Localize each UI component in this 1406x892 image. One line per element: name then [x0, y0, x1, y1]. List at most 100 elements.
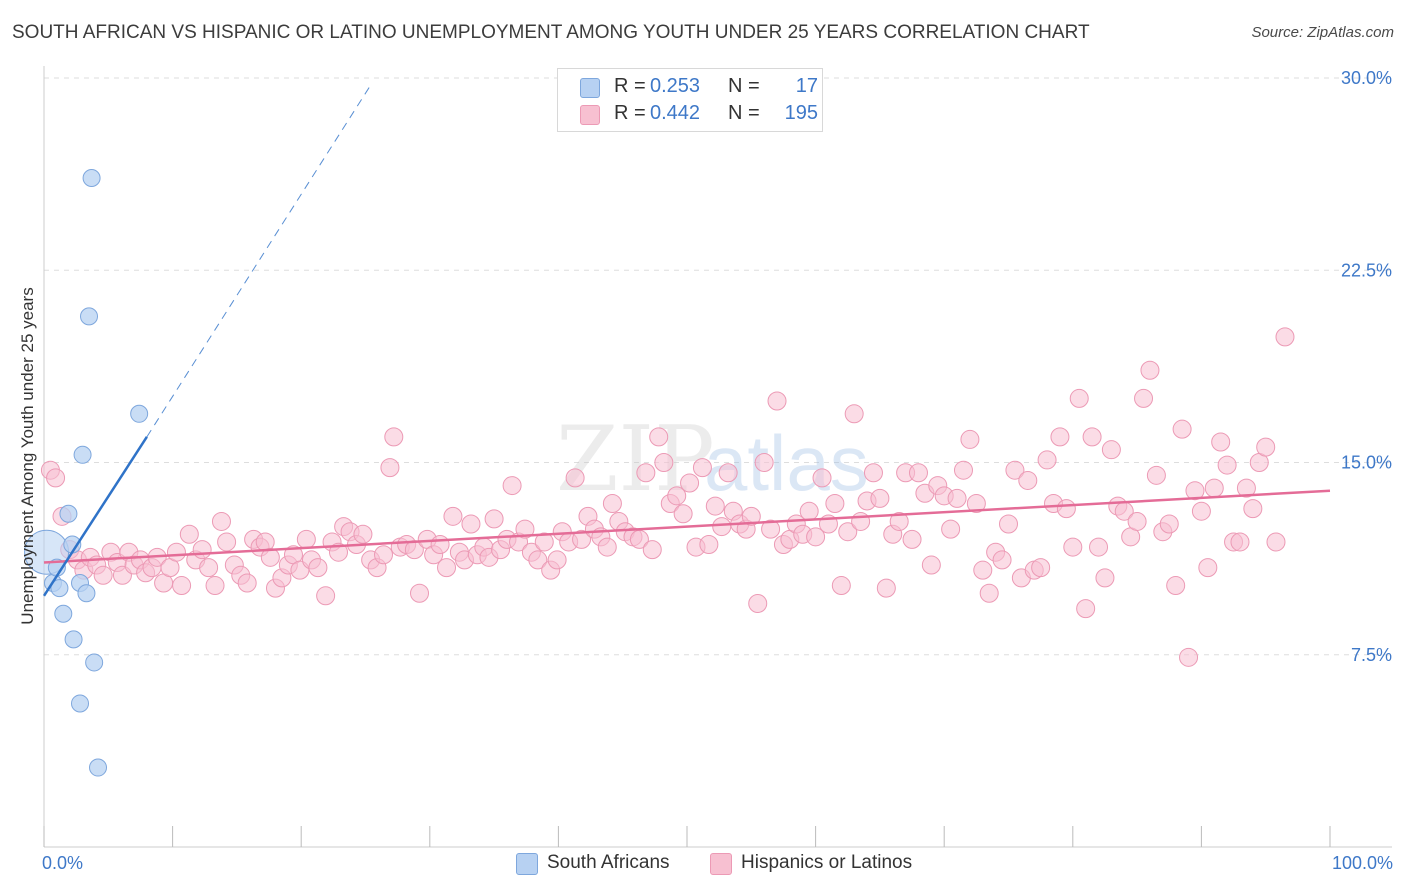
hispanic-point	[673, 504, 693, 524]
hispanic-point	[966, 494, 986, 514]
hispanic-point	[199, 558, 219, 578]
hispanic-point	[384, 427, 404, 447]
legend-swatch-pink	[580, 105, 600, 125]
bottom-legend-label: Hispanics or Latinos	[741, 852, 913, 873]
hispanic-point	[953, 460, 973, 480]
hispanic-point	[712, 517, 732, 537]
hispanic-point	[754, 453, 774, 472]
hispanic-point	[461, 514, 481, 534]
hispanic-point	[166, 542, 186, 562]
trend-lines	[42, 82, 1331, 597]
hispanic-point	[1191, 501, 1211, 521]
hispanic-point	[667, 486, 687, 506]
legend-n-value: 195	[784, 102, 818, 124]
source-credit: Source: ZipAtlas.com	[1251, 24, 1394, 41]
hispanic-point	[973, 560, 993, 580]
hispanic-point	[1266, 532, 1286, 552]
hispanic-point	[908, 463, 928, 483]
hispanic-point	[1275, 327, 1295, 347]
legend-r-label: R =	[614, 102, 646, 124]
hispanic-point	[534, 532, 554, 552]
hispanic-point	[179, 524, 199, 544]
hispanic-point	[960, 429, 980, 449]
hispanic-point	[767, 391, 787, 411]
hispanic-point	[374, 545, 394, 565]
hispanic-point	[699, 535, 719, 555]
hispanic-point	[437, 558, 457, 578]
hispanic-point	[876, 578, 896, 598]
y-tick-label: 7.5%	[1351, 645, 1392, 665]
hispanic-point	[1076, 599, 1096, 619]
x-tick-label: 100.0%	[1332, 853, 1393, 873]
hispanic-point	[1069, 388, 1089, 408]
hispanic-point	[1134, 388, 1154, 408]
hispanic-point	[1127, 511, 1147, 531]
hispanic-point	[1063, 537, 1083, 557]
hispanic-point	[947, 488, 967, 508]
south-african-point	[73, 445, 92, 464]
hispanic-point	[296, 529, 316, 549]
hispanic-point	[316, 586, 336, 606]
south-african-point	[50, 579, 69, 598]
chart-title: SOUTH AFRICAN VS HISPANIC OR LATINO UNEM…	[12, 22, 1090, 43]
south-african-trend-line	[42, 436, 148, 597]
hispanic-point	[1005, 460, 1025, 480]
hispanic-point	[692, 458, 712, 478]
hispanic-point	[237, 573, 257, 593]
x-tick-label: 0.0%	[42, 853, 83, 873]
hispanic-point	[515, 519, 535, 539]
hispanic-point	[680, 473, 700, 493]
hispanic-point	[654, 453, 674, 472]
hispanic-point	[718, 463, 738, 483]
watermark: ZIP atlas	[556, 407, 869, 512]
hispanic-point	[1095, 568, 1115, 588]
watermark-zip: ZIP	[556, 407, 715, 512]
hispanic-point	[484, 509, 504, 529]
hispanic-point	[443, 506, 463, 526]
watermark-atlas: atlas	[704, 419, 869, 507]
y-tick-label: 22.5%	[1341, 260, 1392, 280]
hispanic-point	[260, 547, 280, 567]
hispanic-point	[748, 593, 768, 613]
hispanic-point	[1185, 481, 1205, 501]
correlation-legend: R = 0.253 N = 17 R = 0.442 N = 195	[557, 68, 823, 132]
hispanic-point	[649, 427, 669, 447]
hispanic-point	[1101, 440, 1121, 460]
hispanic-point	[328, 542, 348, 562]
y-axis-label: Unemployment Among Youth under 25 years	[18, 287, 37, 624]
hispanic-point	[902, 529, 922, 549]
hispanic-point	[761, 519, 781, 539]
hispanic-point	[838, 522, 858, 542]
south-african-point	[85, 653, 104, 672]
bottom-legend-label: South Africans	[547, 852, 670, 873]
hispanic-point	[1056, 499, 1076, 519]
hispanic-point	[863, 463, 883, 483]
hispanic-point	[1082, 427, 1102, 447]
hispanic-point	[1179, 647, 1199, 667]
hispanic-point	[979, 583, 999, 603]
hispanic-point	[547, 550, 567, 570]
hispanic-point	[741, 506, 761, 526]
hispanic-point	[308, 558, 328, 578]
hispanic-point	[705, 496, 725, 516]
hispanic-point	[172, 576, 192, 596]
hispanic-point	[812, 468, 832, 488]
hispanic-point	[992, 550, 1012, 570]
south-african-point	[71, 694, 90, 713]
hispanic-point	[1198, 558, 1218, 578]
hispanic-point	[205, 576, 225, 596]
south-african-point	[77, 584, 96, 603]
south-african-point	[89, 758, 108, 777]
legend-r-value: 0.442	[650, 102, 701, 124]
hispanic-point	[921, 555, 941, 575]
hispanic-point	[1211, 432, 1231, 452]
south-african-point	[82, 168, 101, 187]
south-african-point	[130, 404, 149, 423]
hispanic-point	[1140, 360, 1160, 380]
hispanic-point	[353, 524, 373, 544]
hispanic-point	[1146, 465, 1166, 485]
hispanic-point	[636, 463, 656, 483]
hispanic-point	[1037, 450, 1057, 470]
south-african-point	[59, 504, 78, 523]
south-african-point	[54, 604, 73, 623]
